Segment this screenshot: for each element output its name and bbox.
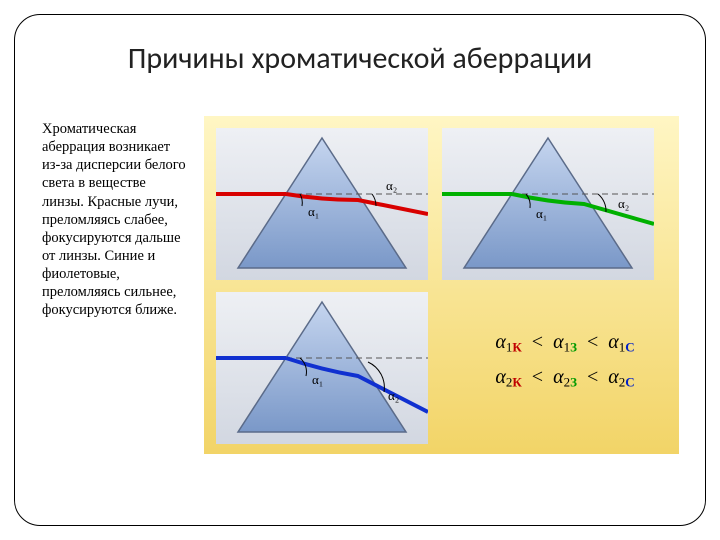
prism-panel-red: α₁ α₂ bbox=[216, 128, 428, 280]
svg-text:α₂: α₂ bbox=[386, 178, 397, 193]
inequality-row-2: α2К < α2З < α2С bbox=[460, 366, 670, 390]
svg-text:α₁: α₁ bbox=[308, 204, 319, 219]
prism-panel-blue: α₁ α₂ bbox=[216, 292, 428, 444]
prism-red-svg: α₁ α₂ bbox=[216, 128, 428, 280]
page-title: Причины хроматической аберрации bbox=[0, 40, 720, 77]
inequality-row-1: α1К < α1З < α1С bbox=[460, 331, 670, 355]
prism-green-svg: α₁ α₂ bbox=[442, 128, 654, 280]
svg-text:α₂: α₂ bbox=[618, 196, 629, 211]
alpha-sym: α bbox=[495, 331, 506, 353]
svg-text:α₂: α₂ bbox=[388, 388, 399, 403]
prism-blue-svg: α₁ α₂ bbox=[216, 292, 428, 444]
svg-text:α₁: α₁ bbox=[536, 206, 547, 221]
prism-panel-green: α₁ α₂ bbox=[442, 128, 654, 280]
svg-text:α₁: α₁ bbox=[312, 372, 323, 387]
description-text: Хроматическая аберрация возникает из-за … bbox=[42, 120, 187, 319]
dispersion-figure: α₁ α₂ α₁ α₂ bbox=[204, 116, 679, 454]
